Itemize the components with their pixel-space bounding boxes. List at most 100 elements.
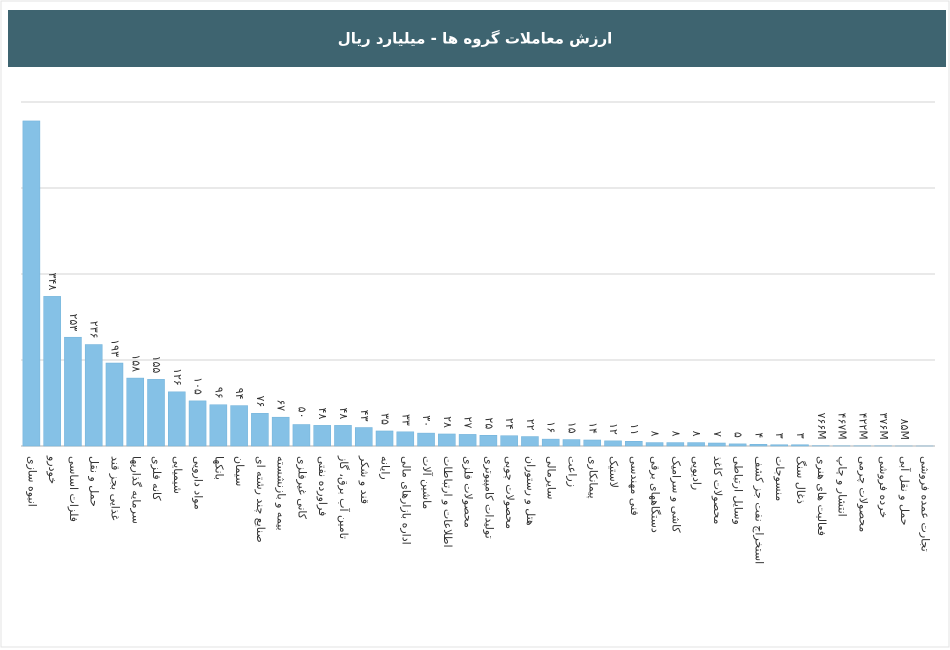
bar [770, 444, 788, 447]
bar [375, 430, 394, 447]
bar [354, 427, 373, 447]
x-tick-label: خودرو [46, 455, 59, 484]
bar [126, 377, 145, 447]
value-label: ۹۴ [233, 388, 246, 400]
x-tick-label: رایانه [379, 456, 392, 480]
x-tick-label: زراعت [565, 456, 578, 487]
value-label: ۴۸ [337, 408, 350, 420]
value-label: ۶۷ [275, 399, 288, 411]
value-label: ۸ [690, 431, 703, 437]
x-tick-label: رادیویی [690, 456, 703, 490]
value-label: ۲۸ [441, 416, 454, 428]
bar [230, 405, 248, 447]
x-tick-label: محصولات چوبی [503, 456, 516, 529]
x-tick-label: خرده فروشی [877, 456, 890, 518]
x-tick-label: استخراج نفت جز کشف [752, 456, 765, 564]
value-label: ۳۵ [379, 413, 392, 425]
bar [105, 362, 124, 447]
x-tick-label: کانه فلزی [150, 456, 163, 501]
value-label: ۸ [649, 431, 662, 437]
value-label: ۸۵M [898, 419, 911, 440]
value-label: ۵ [732, 432, 745, 438]
value-label: ۱۰۵ [192, 377, 205, 395]
value-label: ۱۵ [565, 422, 578, 434]
value-label: ۳۰ [420, 415, 433, 427]
bar [625, 441, 643, 447]
bar [417, 432, 435, 447]
x-tick-label: انبوه سازی [25, 456, 38, 507]
x-tick-label: فعالیت های هنری [815, 456, 828, 536]
bar [521, 436, 539, 447]
x-tick-label: ماشین آلات [420, 456, 434, 509]
x-tick-label: محصولات چرمی [856, 456, 869, 532]
value-label: ۴۸ [316, 408, 329, 420]
header [8, 10, 946, 67]
value-label: ۲۳۶ [88, 321, 101, 339]
value-label: ۲۲ [524, 419, 537, 431]
value-label: ۲۴ [503, 418, 516, 430]
x-tick-label: سایرمالی [545, 456, 558, 499]
x-tick-label: دستگاههای برقی [649, 456, 662, 533]
bar [791, 444, 809, 447]
value-label: ۱۵۸ [129, 354, 142, 372]
x-tick-label: قند و شکر [358, 455, 371, 504]
x-tick-label: اطلاعات و ارتباطات [441, 456, 454, 548]
x-tick-label: ذغال سنگ [794, 456, 807, 504]
x-tick-label: وسایل ارتباطی [732, 456, 745, 525]
bar [209, 404, 228, 447]
bar [188, 400, 207, 447]
x-tick-label: لاستیک [607, 456, 620, 488]
value-label: ۷ [711, 431, 724, 437]
bar [251, 413, 269, 447]
x-tick-label: اداره بازارهای مالی [399, 456, 412, 545]
bar [458, 434, 477, 447]
x-tick-label: بیمه و بازنشسته [275, 456, 288, 531]
bar [541, 438, 560, 447]
x-tick-label: محصولات کاغذ [711, 456, 724, 525]
bar [168, 391, 186, 447]
bar [666, 442, 685, 447]
value-label: ۱۶ [545, 421, 558, 433]
value-label: ۷۶۶M [815, 412, 828, 439]
value-label: ۱۱ [628, 423, 641, 435]
value-label: ۴۶۷M [836, 413, 849, 440]
x-tick-label: تولیدات کامپیوتری [482, 456, 495, 539]
bar [22, 120, 41, 447]
bar [147, 379, 165, 447]
bar [292, 424, 311, 447]
x-tick-label: محصولات فلزی [462, 456, 475, 528]
value-label: ۴۳ [358, 410, 371, 422]
value-label: ۱۲ [607, 423, 620, 435]
x-tick-label: بانکها [212, 456, 225, 480]
x-tick-label: صنایع چند رشته ای [254, 456, 267, 543]
value-label: ۹۶ [212, 387, 225, 399]
value-label: ۲۵ [482, 417, 495, 429]
x-tick-label: شیمیایی [171, 456, 184, 494]
bar [687, 442, 705, 447]
x-tick-label: غذایی بجز قند [108, 456, 121, 521]
value-label: ۸ [669, 431, 682, 437]
chart-title: ارزش معاملات گروه ها - میلیارد ریال [338, 30, 613, 48]
x-tick-label: سیمان [233, 456, 246, 486]
x-tick-label: تامین آب برق، گاز [337, 455, 351, 539]
x-tick-label: کانی غیرفلزی [295, 456, 308, 520]
bar [43, 296, 61, 447]
bar [645, 442, 664, 447]
x-tick-label: فنی مهندسی [628, 456, 641, 516]
bar [604, 440, 622, 447]
bar [479, 435, 498, 447]
value-label: ۲۷ [462, 417, 475, 429]
value-label: ۵۰ [295, 407, 308, 419]
x-tick-label: حمل و نقل آبی [898, 456, 912, 526]
value-label: ۳ [773, 433, 786, 439]
value-label: ۳ [794, 433, 807, 439]
x-tick-label: فلزات اساسی [67, 456, 80, 522]
value-label: ۷۶ [254, 395, 267, 407]
x-tick-label: انتشار و چاپ [836, 456, 849, 517]
value-label: ۴۲۲M [856, 413, 869, 440]
value-label: ۱۲۶ [171, 368, 184, 386]
value-label: ۱۵۵ [150, 356, 163, 374]
